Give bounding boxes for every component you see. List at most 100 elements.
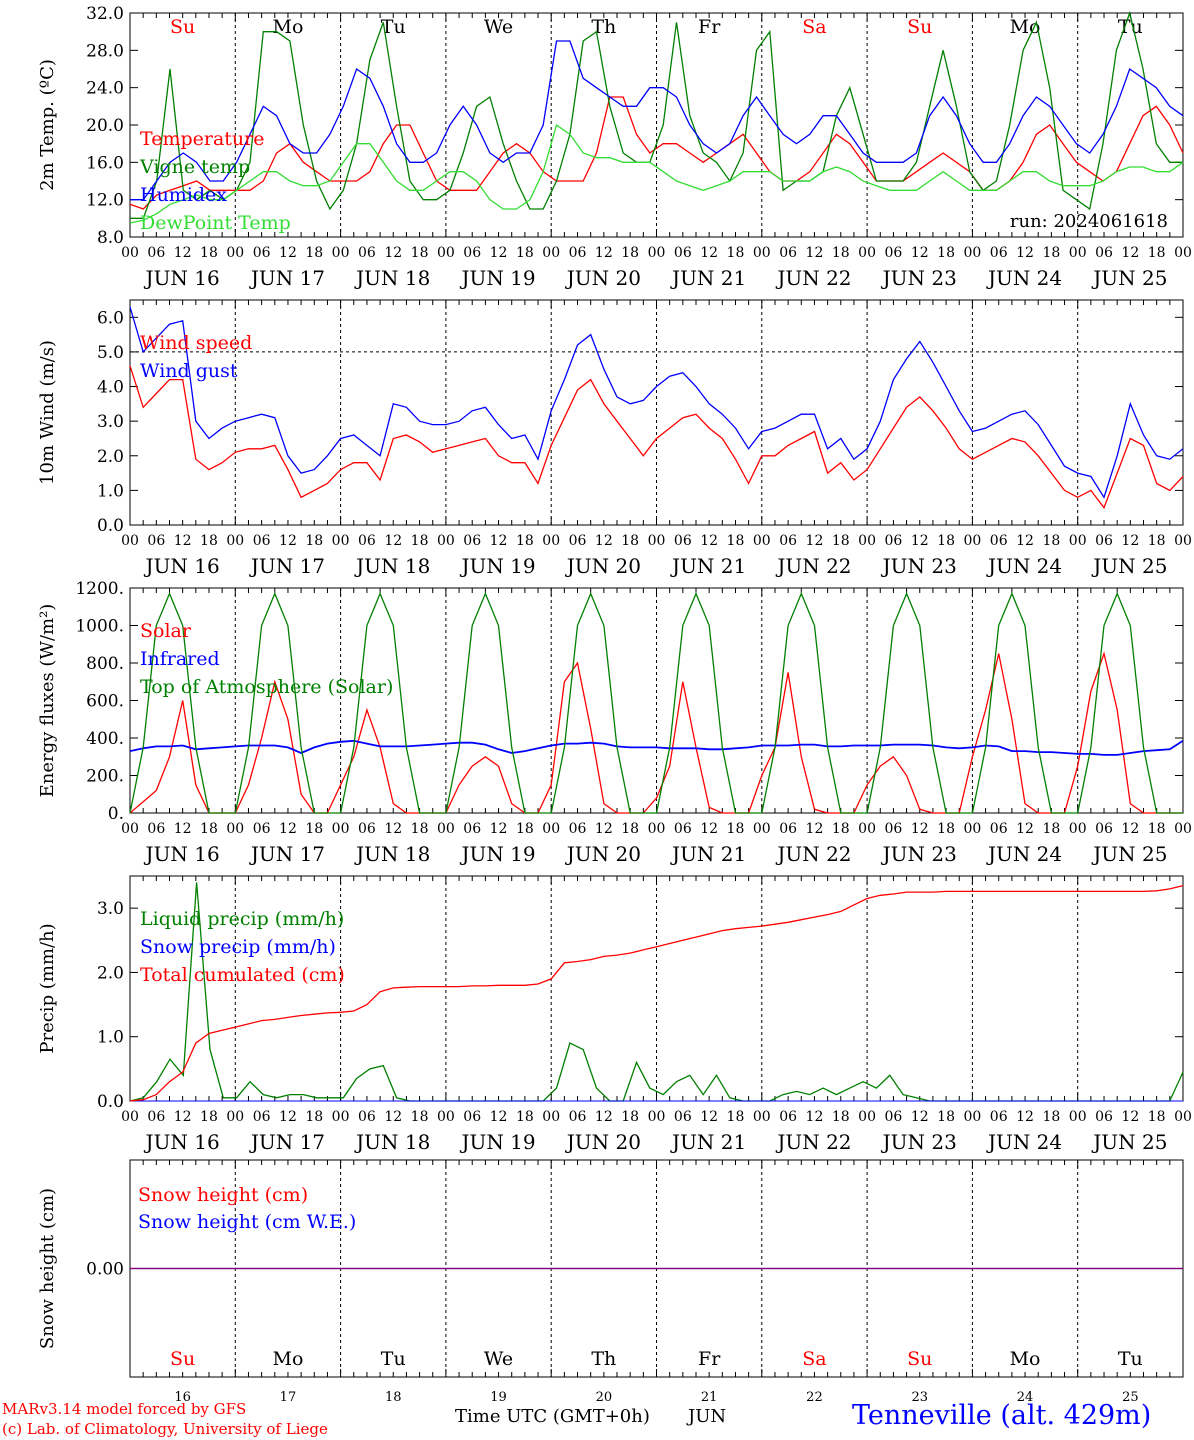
hour-label: 06 [990,1109,1008,1125]
hour-label: 18 [1148,1109,1166,1125]
hour-label: 12 [700,1109,718,1125]
station-name: Tenneville (alt. 429m) [852,1400,1152,1431]
y-tick-label: 2.0 [97,447,124,467]
hour-label: 06 [253,1109,271,1125]
day-label: JUN 24 [986,1130,1062,1154]
hour-label: 00 [753,1109,771,1125]
hour-label: 18 [937,245,955,261]
weekday-label: We [484,1348,513,1370]
hour-label: 18 [1042,245,1060,261]
hour-label: 12 [279,533,297,549]
hour-label: 18 [200,533,218,549]
legend-entry: Solar [140,620,192,642]
y-tick-label: 8.0 [97,228,124,248]
hour-label: 06 [1095,245,1113,261]
hour-label: 00 [963,245,981,261]
y-axis-label: Snow height (cm) [37,1188,58,1349]
day-label: JUN 22 [775,266,851,290]
legend-entry: Vigne temp [139,156,250,178]
hour-label: 18 [1042,1109,1060,1125]
hour-label: 12 [279,821,297,837]
day-label: JUN 25 [1091,266,1167,290]
y-tick-label: 2.0 [97,963,124,983]
day-label: JUN 17 [249,554,325,578]
hour-label: 00 [1069,245,1087,261]
hour-label: 06 [463,1109,481,1125]
y-tick-label: 0. [108,804,124,824]
hour-label: 12 [595,533,613,549]
hour-label: 18 [305,533,323,549]
hour-label: 12 [174,821,192,837]
hour-label: 00 [753,245,771,261]
hour-label: 06 [674,821,692,837]
day-label: JUN 19 [459,1130,535,1154]
hour-label: 00 [332,533,350,549]
legend-entry: Humidex [140,184,227,206]
weekday-label: Mo [1010,1348,1041,1370]
hour-label: 18 [516,821,534,837]
panel-5: 0.00 Snow height (cm) Su 16 Mo 17 Tu 18 We 19 Th 20… [37,1159,1184,1405]
hour-label: 18 [621,533,639,549]
hour-label: 06 [1095,533,1113,549]
hour-label: 06 [674,533,692,549]
day-label: JUN 19 [459,266,535,290]
legend-entry: Wind gust [140,360,238,382]
day-label: JUN 21 [670,266,746,290]
y-tick-label: 400. [86,729,124,749]
hour-label: 00 [121,821,139,837]
day-label: JUN 18 [354,842,430,866]
day-label: JUN 16 [144,1130,220,1154]
y-tick-label: 1.0 [97,481,124,501]
hour-label: 00 [648,533,666,549]
panel-4: 0.0 1.0 2.0 3.0 Precip (mm/h) 00 06 12 18 JUN 16 0… [37,875,1192,1154]
hour-label: 00 [226,1109,244,1125]
day-label: JUN 23 [881,554,957,578]
day-label: JUN 20 [565,554,641,578]
day-label: JUN 16 [144,554,220,578]
day-label: JUN 22 [775,1130,851,1154]
hour-label: 00 [437,245,455,261]
hour-label: 12 [595,1109,613,1125]
hour-label: 06 [463,245,481,261]
hour-label: 12 [174,1109,192,1125]
hour-label: 12 [595,821,613,837]
hour-label: 12 [279,245,297,261]
hour-label: 12 [806,821,824,837]
hour-label: 00 [542,245,560,261]
hour-label: 12 [700,821,718,837]
legend-entry: Snow height (cm W.E.) [138,1211,356,1233]
hour-label: 06 [358,1109,376,1125]
y-tick-label: 1.0 [97,1028,124,1048]
weekday-label: Su [907,16,932,38]
y-axis-label: Precip (mm/h) [37,923,58,1053]
hour-label: 00 [1069,1109,1087,1125]
time-axis-title: Time UTC (GMT+0h) [455,1406,650,1427]
plot-frame [129,299,1184,526]
hour-label: 18 [1148,533,1166,549]
hour-label: 06 [463,821,481,837]
hour-label: 18 [727,245,745,261]
day-label: JUN 21 [670,554,746,578]
day-label: JUN 21 [670,842,746,866]
hour-label: 06 [885,1109,903,1125]
hour-label: 06 [147,533,165,549]
legend-entry: Snow height (cm) [138,1184,308,1206]
legend-entry: Infrared [140,648,220,670]
day-label: JUN 16 [144,266,220,290]
hour-label: 18 [305,821,323,837]
day-number: 18 [385,1390,402,1405]
weekday-label: Fr [698,1348,721,1370]
credit-model: MARv3.14 model forced by GFS [2,1400,247,1418]
legend-entry: Snow precip (mm/h) [140,936,336,958]
weekday-label: Su [170,16,195,38]
hour-label: 00 [226,821,244,837]
hour-label: 12 [174,245,192,261]
hour-label: 18 [937,821,955,837]
hour-label: 12 [490,1109,508,1125]
weekday-label: Mo [272,1348,303,1370]
hour-label: 00 [858,1109,876,1125]
day-label: JUN 23 [881,266,957,290]
hour-label: 06 [990,533,1008,549]
legend-entry: Liquid precip (mm/h) [140,908,344,930]
hour-label: 06 [990,245,1008,261]
